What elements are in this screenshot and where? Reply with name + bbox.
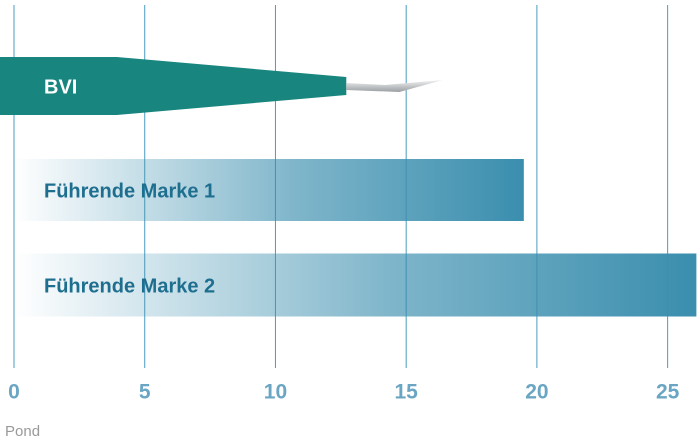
x-tick-label: 10 [264,381,287,404]
scalpel-bar [0,57,443,115]
scalpel-blade [346,80,443,92]
category-label: Führende Marke 1 [44,180,215,202]
x-tick-label: 0 [8,381,20,404]
x-tick-label: 15 [394,381,418,404]
x-axis-label: Pond [5,423,40,440]
category-label: BVI [44,76,77,98]
bar [14,159,524,221]
x-tick-label: 25 [656,381,680,404]
bar [14,253,697,317]
x-tick-label: 5 [139,381,151,404]
category-label: Führende Marke 2 [44,275,215,297]
scalpel-handle [0,57,347,115]
x-tick-label: 20 [525,381,548,404]
bars: BVI Führende Marke 1 Führende Marke 2 [0,57,697,317]
